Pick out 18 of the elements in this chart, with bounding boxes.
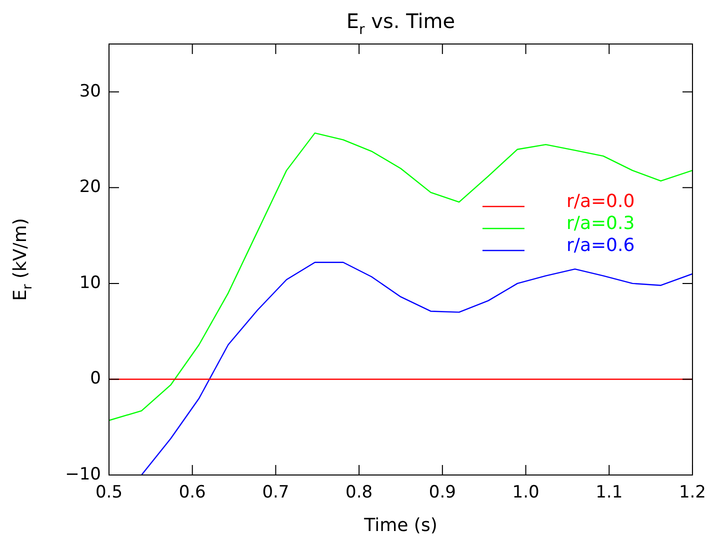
x-tick-label: 0.5 [95, 482, 123, 503]
x-tick-label: 1.1 [596, 482, 623, 503]
x-tick-label: 1.0 [512, 482, 540, 503]
x-tick-label: 0.7 [262, 482, 290, 503]
y-tick-label: −10 [65, 464, 101, 484]
x-tick-label: 0.9 [428, 482, 456, 503]
x-tick-label: 1.2 [678, 482, 706, 503]
y-tick-label: 30 [79, 81, 101, 102]
x-tick-label: 0.6 [178, 482, 206, 503]
legend-label: r/a=0.6 [566, 235, 635, 256]
legend-label: r/a=0.3 [566, 213, 635, 234]
y-axis-title: Er (kV/m) [10, 218, 36, 301]
x-axis-title: Time (s) [363, 515, 438, 536]
y-tick-label: 0 [90, 368, 101, 389]
y-tick-label: 10 [79, 272, 101, 293]
y-tick-label: 20 [79, 177, 101, 198]
legend-label: r/a=0.0 [566, 191, 635, 212]
x-tick-label: 0.8 [346, 482, 373, 503]
